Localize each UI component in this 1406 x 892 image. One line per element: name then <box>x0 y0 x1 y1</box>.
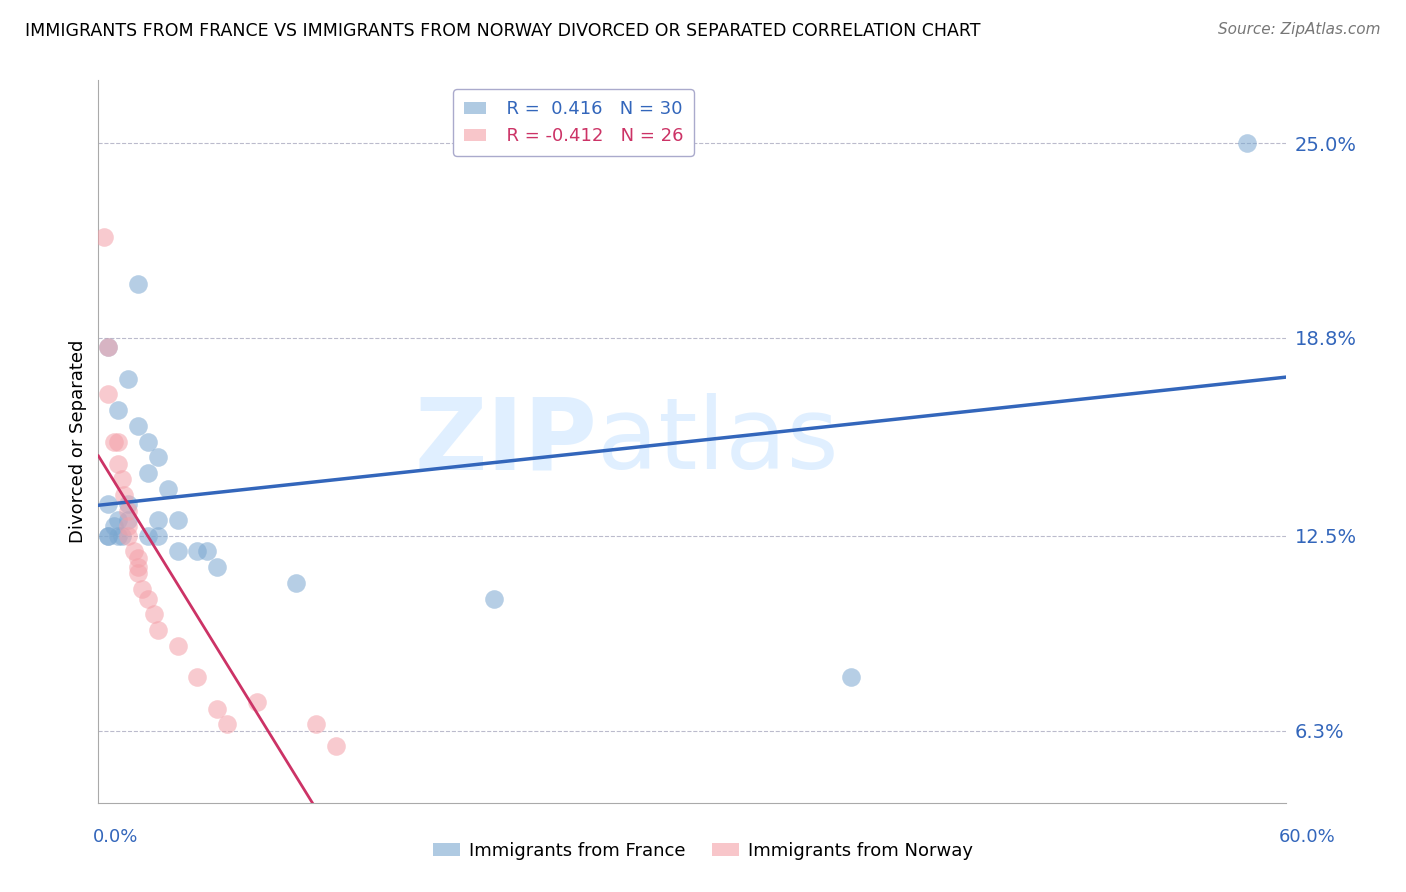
Point <box>107 434 129 449</box>
Point <box>205 701 228 715</box>
Point <box>107 529 129 543</box>
Point <box>325 739 347 754</box>
Point <box>131 582 153 597</box>
Point <box>97 340 120 354</box>
Point <box>117 529 139 543</box>
Point <box>136 466 159 480</box>
Text: IMMIGRANTS FROM FRANCE VS IMMIGRANTS FROM NORWAY DIVORCED OR SEPARATED CORRELATI: IMMIGRANTS FROM FRANCE VS IMMIGRANTS FRO… <box>25 22 981 40</box>
Point <box>146 623 169 637</box>
Point <box>117 519 139 533</box>
Text: 60.0%: 60.0% <box>1279 828 1336 846</box>
Point <box>127 566 149 581</box>
Point <box>112 488 135 502</box>
Point <box>111 472 134 486</box>
Point <box>97 529 120 543</box>
Text: ZIP: ZIP <box>415 393 598 490</box>
Point <box>166 639 188 653</box>
Point <box>117 497 139 511</box>
Point <box>146 450 169 465</box>
Point <box>117 503 139 517</box>
Point <box>305 717 328 731</box>
Point <box>136 529 159 543</box>
Point <box>117 372 139 386</box>
Text: Source: ZipAtlas.com: Source: ZipAtlas.com <box>1218 22 1381 37</box>
Point <box>127 277 149 292</box>
Point <box>97 387 120 401</box>
Point <box>146 513 169 527</box>
Point <box>103 434 125 449</box>
Point <box>93 230 115 244</box>
Point <box>107 457 129 471</box>
Text: atlas: atlas <box>598 393 839 490</box>
Point <box>156 482 179 496</box>
Text: 0.0%: 0.0% <box>93 828 138 846</box>
Legend: Immigrants from France, Immigrants from Norway: Immigrants from France, Immigrants from … <box>426 835 980 867</box>
Point <box>97 497 120 511</box>
Point <box>103 519 125 533</box>
Point <box>127 418 149 433</box>
Point <box>97 340 120 354</box>
Point <box>246 695 269 709</box>
Point <box>111 529 134 543</box>
Point <box>142 607 165 622</box>
Point <box>117 513 139 527</box>
Point <box>285 575 308 590</box>
Point <box>839 670 862 684</box>
Point <box>136 434 159 449</box>
Point <box>205 560 228 574</box>
Point <box>146 529 169 543</box>
Point <box>136 591 159 606</box>
Point <box>166 544 188 558</box>
Point <box>195 544 218 558</box>
Point <box>107 403 129 417</box>
Y-axis label: Divorced or Separated: Divorced or Separated <box>69 340 87 543</box>
Legend:   R =  0.416   N = 30,   R = -0.412   N = 26: R = 0.416 N = 30, R = -0.412 N = 26 <box>453 89 695 156</box>
Point <box>122 544 145 558</box>
Point <box>186 670 208 684</box>
Point <box>127 550 149 565</box>
Point <box>107 513 129 527</box>
Point <box>97 529 120 543</box>
Point <box>186 544 208 558</box>
Point <box>166 513 188 527</box>
Point <box>217 717 239 731</box>
Point <box>1236 136 1258 150</box>
Point <box>127 560 149 574</box>
Point <box>484 591 506 606</box>
